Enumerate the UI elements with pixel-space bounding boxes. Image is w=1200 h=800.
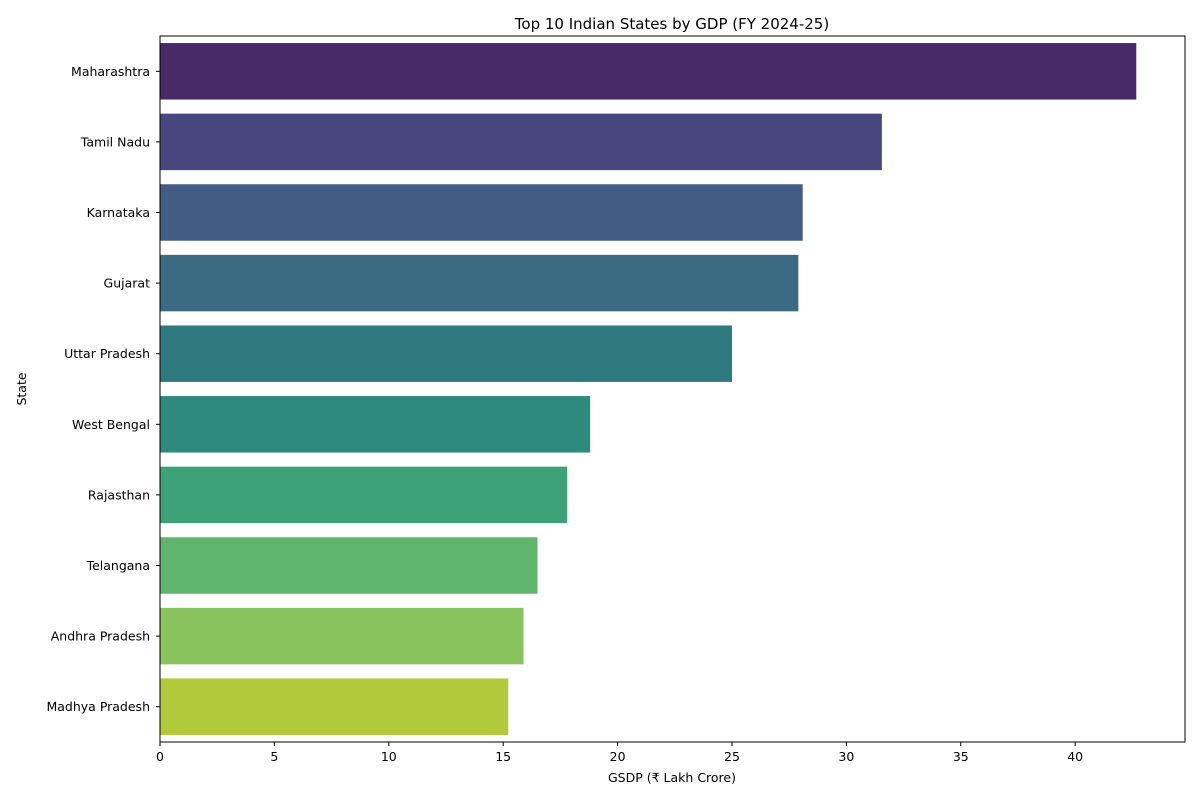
- y-tick-label-uttar-pradesh: Uttar Pradesh: [64, 346, 150, 361]
- x-tick-label-35: 35: [953, 749, 969, 764]
- x-tick-label-20: 20: [610, 749, 626, 764]
- bars-group: [160, 43, 1137, 735]
- y-tick-label-gujarat: Gujarat: [104, 276, 151, 291]
- y-tick-label-tamil-nadu: Tamil Nadu: [80, 134, 150, 149]
- x-tick-label-40: 40: [1067, 749, 1083, 764]
- x-tick-label-15: 15: [495, 749, 511, 764]
- y-tick-label-telangana: Telangana: [86, 558, 150, 573]
- bar-telangana: [160, 537, 538, 594]
- y-tick-label-andhra-pradesh: Andhra Pradesh: [51, 629, 150, 644]
- y-tick-label-karnataka: Karnataka: [87, 205, 150, 220]
- bar-maharashtra: [160, 43, 1137, 100]
- bar-west-bengal: [160, 396, 591, 453]
- y-tick-label-rajasthan: Rajasthan: [88, 487, 150, 502]
- y-ticks-group: Maharashtra Tamil Nadu Karnataka Gujarat Utt…: [46, 64, 160, 714]
- axes-frame: [159, 35, 1186, 743]
- x-tick-label-25: 25: [724, 749, 740, 764]
- bar-gujarat: [160, 254, 799, 312]
- x-tick-label-5: 5: [270, 749, 278, 764]
- bar-madhya-pradesh: [160, 678, 509, 735]
- x-tick-label-0: 0: [156, 749, 164, 764]
- bar-andhra-pradesh: [160, 607, 524, 665]
- bar-karnataka: [160, 184, 803, 241]
- x-tick-label-10: 10: [381, 749, 397, 764]
- y-axis-label: State: [14, 372, 29, 405]
- y-tick-label-maharashtra: Maharashtra: [71, 64, 150, 79]
- y-tick-label-madhya-pradesh: Madhya Pradesh: [46, 699, 150, 714]
- x-axis-label: GSDP (₹ Lakh Crore): [608, 770, 736, 785]
- bar-tamil-nadu: [160, 113, 882, 171]
- x-ticks-group: 0 5 10 15 20 25 30 35 40: [156, 742, 1083, 764]
- chart-title: Top 10 Indian States by GDP (FY 2024-25): [514, 15, 829, 33]
- bar-rajasthan: [160, 466, 568, 524]
- x-tick-label-30: 30: [838, 749, 854, 764]
- y-tick-label-west-bengal: West Bengal: [72, 417, 150, 432]
- bar-uttar-pradesh: [160, 325, 732, 382]
